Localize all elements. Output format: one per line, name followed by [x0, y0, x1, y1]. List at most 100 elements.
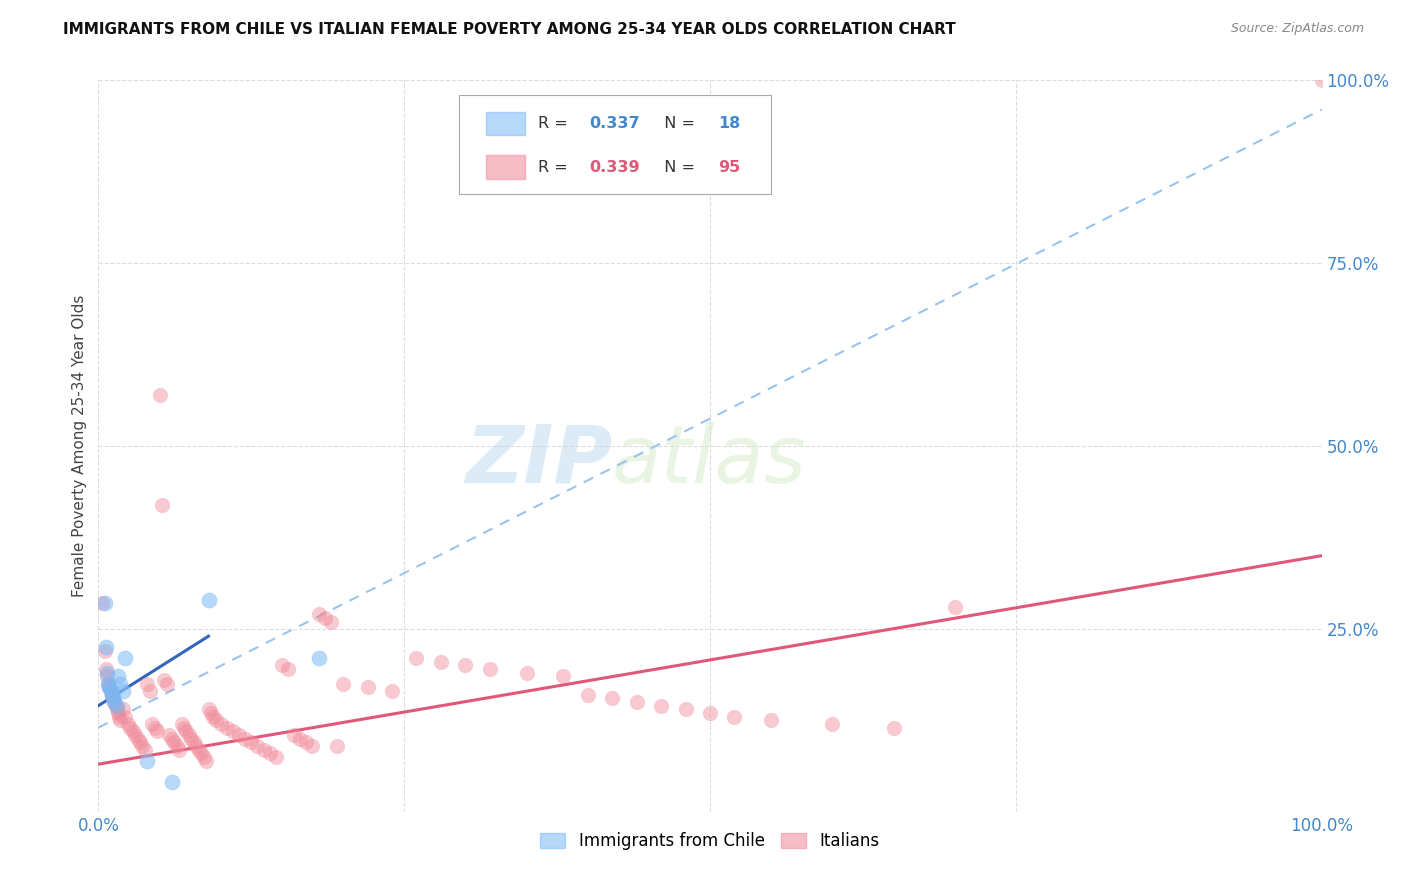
Point [295, 735, 318, 749]
Point [290, 731, 312, 746]
Text: atlas: atlas [612, 422, 807, 500]
Point [105, 702, 128, 716]
Point [124, 728, 146, 742]
Point [246, 739, 269, 753]
Point [264, 749, 287, 764]
Point [93, 644, 115, 658]
Point [103, 695, 125, 709]
Point [761, 714, 783, 728]
Point [180, 731, 202, 746]
Point [600, 691, 623, 706]
Point [120, 721, 142, 735]
Point [515, 665, 537, 680]
Point [98, 681, 121, 695]
Point [883, 721, 905, 735]
Point [134, 742, 156, 756]
Point [94, 662, 117, 676]
Point [107, 669, 129, 683]
Point [98, 681, 121, 695]
Point [326, 739, 349, 753]
Point [200, 706, 222, 720]
Point [176, 724, 198, 739]
Point [405, 651, 427, 665]
Point [127, 731, 149, 746]
FancyBboxPatch shape [486, 155, 526, 179]
Text: ZIP: ZIP [465, 422, 612, 500]
Point [96, 669, 118, 683]
Point [356, 681, 378, 695]
Point [259, 746, 281, 760]
Text: N =: N = [654, 160, 700, 175]
Point [1310, 73, 1333, 87]
Point [105, 698, 128, 713]
Point [197, 702, 219, 716]
Point [675, 702, 697, 716]
Text: R =: R = [537, 116, 572, 131]
Point [193, 749, 215, 764]
Legend: Immigrants from Chile, Italians: Immigrants from Chile, Italians [531, 823, 889, 858]
Point [101, 688, 124, 702]
Point [381, 684, 404, 698]
Point [97, 676, 120, 690]
Point [332, 676, 354, 690]
Point [117, 717, 139, 731]
Point [110, 676, 132, 690]
Point [163, 735, 186, 749]
Point [454, 658, 477, 673]
Point [553, 669, 575, 683]
Point [150, 498, 173, 512]
Text: 0.337: 0.337 [589, 116, 640, 131]
Point [107, 706, 129, 720]
Text: IMMIGRANTS FROM CHILE VS ITALIAN FEMALE POVERTY AMONG 25-34 YEAR OLDS CORRELATIO: IMMIGRANTS FROM CHILE VS ITALIAN FEMALE … [63, 22, 956, 37]
Point [160, 731, 183, 746]
Point [270, 658, 294, 673]
Point [183, 735, 205, 749]
Point [91, 596, 114, 610]
Point [308, 651, 330, 665]
Point [149, 388, 172, 402]
Point [319, 615, 342, 629]
Point [114, 651, 136, 665]
Point [478, 662, 501, 676]
Point [277, 662, 299, 676]
Point [576, 688, 599, 702]
Text: R =: R = [537, 160, 572, 175]
Point [177, 728, 200, 742]
Point [215, 721, 238, 735]
Point [141, 717, 163, 731]
Point [129, 735, 152, 749]
Text: 95: 95 [718, 160, 741, 175]
Point [626, 695, 648, 709]
Point [100, 684, 122, 698]
Point [93, 596, 115, 610]
Point [308, 607, 330, 622]
Point [943, 599, 966, 614]
Point [195, 754, 218, 768]
Point [131, 739, 153, 753]
Point [170, 717, 193, 731]
FancyBboxPatch shape [486, 112, 526, 136]
Text: N =: N = [654, 116, 700, 131]
Point [821, 717, 844, 731]
Point [314, 611, 336, 625]
Point [136, 676, 159, 690]
Y-axis label: Female Poverty Among 25-34 Year Olds: Female Poverty Among 25-34 Year Olds [72, 295, 87, 597]
Point [96, 665, 118, 680]
Point [252, 742, 274, 756]
Point [190, 746, 212, 760]
Point [111, 702, 134, 716]
Text: 0.339: 0.339 [589, 160, 640, 175]
Point [139, 684, 162, 698]
Point [94, 640, 117, 655]
Point [146, 724, 169, 739]
Point [173, 721, 195, 735]
Point [209, 717, 232, 731]
Point [153, 673, 176, 687]
Point [143, 721, 166, 735]
Point [222, 724, 245, 739]
Point [114, 709, 136, 723]
Point [108, 709, 131, 723]
Point [101, 691, 124, 706]
Point [283, 728, 305, 742]
Point [228, 728, 250, 742]
